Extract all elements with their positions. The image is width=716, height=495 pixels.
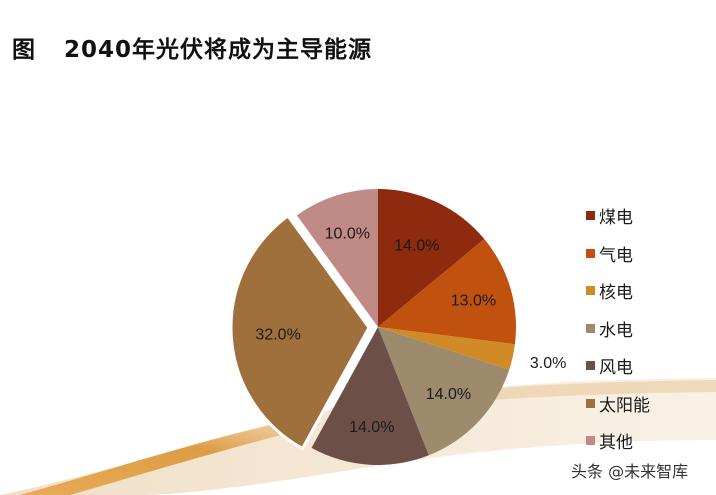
pie-label: 13.0% [451, 292, 496, 309]
legend: 煤电 气电 核电 水电 风电 太阳能 其他 [586, 197, 650, 460]
legend-swatch [586, 286, 595, 296]
chart-title: 图 2040年光伏将成为主导能源 [12, 30, 372, 64]
legend-item-other: 其他 [586, 422, 650, 460]
legend-swatch [586, 361, 595, 371]
watermark: 头条 @未来智库 [571, 462, 689, 481]
legend-item-solar: 太阳能 [586, 385, 650, 423]
pie-slice [378, 239, 516, 345]
pie-slice [311, 327, 429, 465]
legend-label: 水电 [599, 320, 633, 341]
legend-label: 太阳能 [599, 395, 650, 416]
pie-label: 14.0% [426, 386, 471, 403]
pie-label: 10.0% [325, 226, 370, 243]
pie-slice [296, 189, 378, 327]
pie-slice [378, 327, 510, 456]
legend-label: 其他 [599, 433, 633, 454]
legend-label: 核电 [599, 283, 633, 304]
pie-label: 14.0% [394, 238, 439, 255]
pie-label: 14.0% [349, 419, 394, 436]
legend-label: 风电 [599, 358, 633, 379]
pie-slice [378, 189, 485, 327]
title-text: 2040年光伏将成为主导能源 [64, 37, 373, 63]
legend-item-coal: 煤电 [586, 197, 650, 235]
pie-slices [229, 189, 516, 465]
figure-label: 图 [12, 37, 36, 63]
legend-label: 煤电 [599, 208, 633, 229]
pie-label: 32.0% [255, 326, 300, 343]
legend-label: 气电 [599, 245, 633, 266]
legend-swatch [586, 211, 595, 221]
legend-item-hydro: 水电 [586, 310, 650, 348]
legend-swatch [586, 248, 595, 258]
legend-item-gas: 气电 [586, 235, 650, 273]
legend-swatch [586, 436, 595, 446]
pie-label: 3.0% [530, 355, 566, 372]
pie-slice [378, 327, 515, 370]
legend-swatch [586, 398, 595, 408]
legend-swatch [586, 323, 595, 333]
pie-labels: 14.0% 13.0% 3.0% 14.0% 14.0% 32.0% 10.0% [255, 226, 566, 437]
legend-item-nuclear: 核电 [586, 272, 650, 310]
legend-item-wind: 风电 [586, 347, 650, 385]
pie-slice [229, 213, 371, 451]
